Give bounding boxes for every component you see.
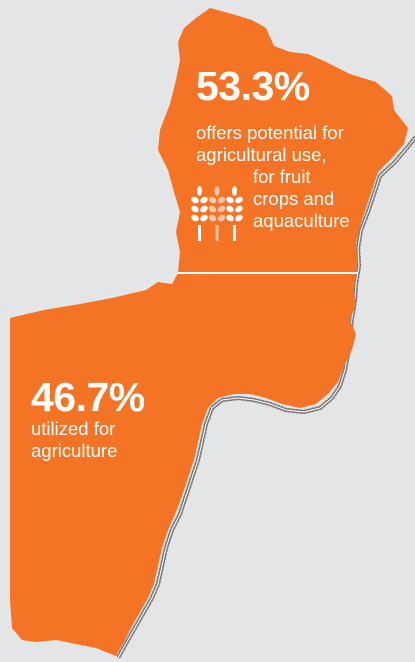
border-road-edge [117, 137, 415, 659]
upper-percent: 53.3% [196, 63, 310, 109]
upper-description-line: offers potential for [196, 122, 344, 143]
region-lower [10, 273, 356, 656]
upper-description-line: crops and [253, 188, 335, 209]
upper-description-continued: for fruit crops and aquaculture [253, 166, 350, 232]
lower-description: utilized for agriculture [31, 418, 117, 462]
upper-description: offers potential for agricultural use, [196, 122, 344, 166]
lower-description-line: utilized for [31, 418, 116, 439]
lower-percent: 46.7% [31, 374, 145, 420]
lower-description-line: agriculture [31, 440, 118, 461]
upper-description-line: agricultural use, [196, 144, 327, 165]
upper-description-line: aquaculture [253, 210, 350, 231]
wheat-icon [191, 186, 243, 241]
upper-description-line: for fruit [253, 166, 311, 187]
